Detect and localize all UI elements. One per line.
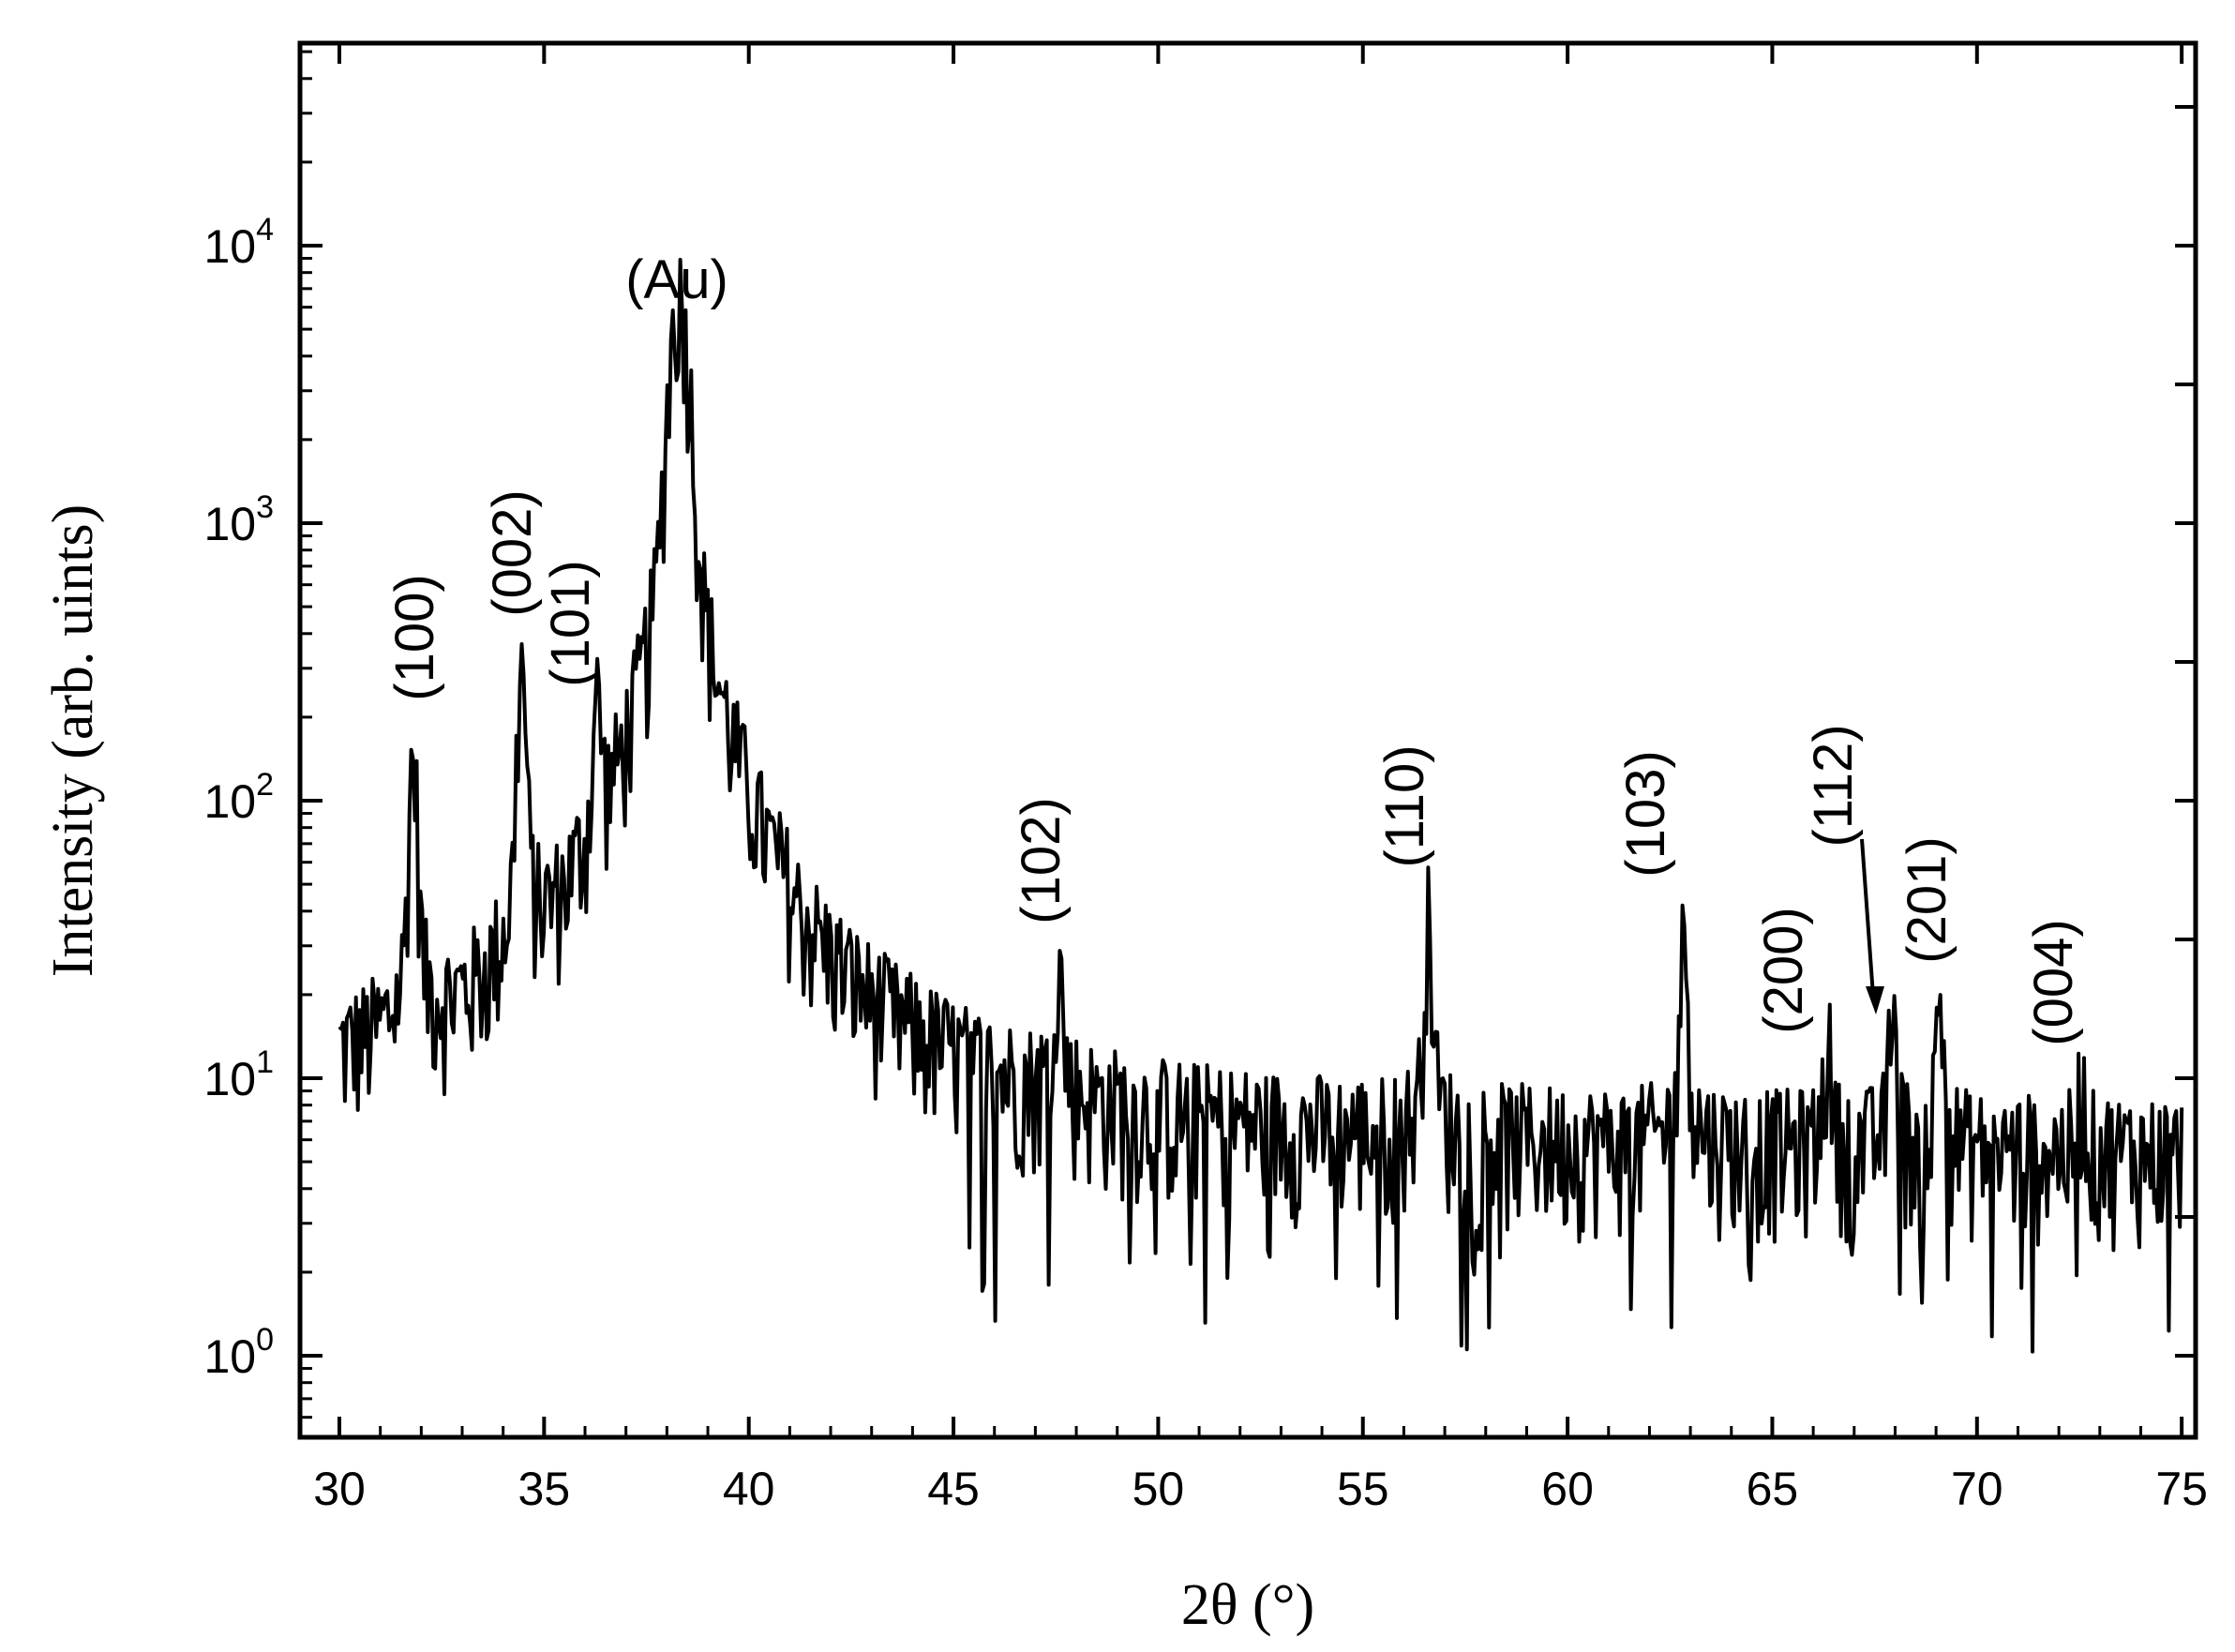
arrow-112-head bbox=[1866, 986, 1884, 1014]
x-tick-label: 50 bbox=[1132, 1463, 1185, 1515]
x-tick-label: 65 bbox=[1747, 1463, 1799, 1515]
peak-label: (200) bbox=[1753, 907, 1814, 1033]
x-tick-label: 60 bbox=[1541, 1463, 1594, 1515]
x-axis-ticks: 30 35 40 45 50 55 60 65 70 75 bbox=[313, 43, 2208, 1515]
peak-label: (102) bbox=[1011, 797, 1072, 924]
x-tick-label: 40 bbox=[723, 1463, 775, 1515]
xrd-spectrum-line bbox=[338, 258, 2184, 1354]
plot-frame bbox=[297, 40, 2198, 1440]
x-axis-title: 2θ (°) bbox=[1181, 1573, 1314, 1637]
y-axis-title: Intensity (arb. uints) bbox=[41, 504, 105, 978]
x-tick-label: 45 bbox=[927, 1463, 980, 1515]
y-tick-label: 101 bbox=[203, 1044, 274, 1105]
y-tick-label: 102 bbox=[203, 767, 274, 828]
y-tick-label: 104 bbox=[203, 212, 274, 273]
peak-labels: (100) (002)(101) (Au) (102) (110) (103) (200) (… bbox=[384, 249, 2084, 1046]
x-tick-label: 35 bbox=[518, 1463, 571, 1515]
peak-label: (101) bbox=[540, 560, 601, 686]
peak-label: (004) bbox=[2023, 919, 2084, 1045]
y-tick-label: 103 bbox=[203, 489, 274, 550]
peak-label: (103) bbox=[1615, 750, 1676, 877]
y-axis-ticks: 100 101 102 103 104 bbox=[203, 105, 2196, 1383]
arrow-112-shaft bbox=[1860, 838, 1875, 997]
x-tick-label: 70 bbox=[1951, 1463, 2003, 1515]
y-tick-label: 100 bbox=[203, 1322, 274, 1383]
peak-label: (201) bbox=[1897, 836, 1958, 963]
peak-label: (110) bbox=[1374, 744, 1435, 867]
peak-label: (002) bbox=[482, 489, 543, 616]
y-minor-ticks bbox=[300, 50, 312, 1419]
x-tick-label: 55 bbox=[1337, 1463, 1389, 1515]
peak-label: (112) bbox=[1803, 724, 1864, 847]
x-tick-label: 75 bbox=[2155, 1463, 2208, 1515]
x-tick-label: 30 bbox=[313, 1463, 366, 1515]
peak-label: (100) bbox=[384, 574, 445, 700]
peak-label: (Au) bbox=[625, 249, 728, 310]
